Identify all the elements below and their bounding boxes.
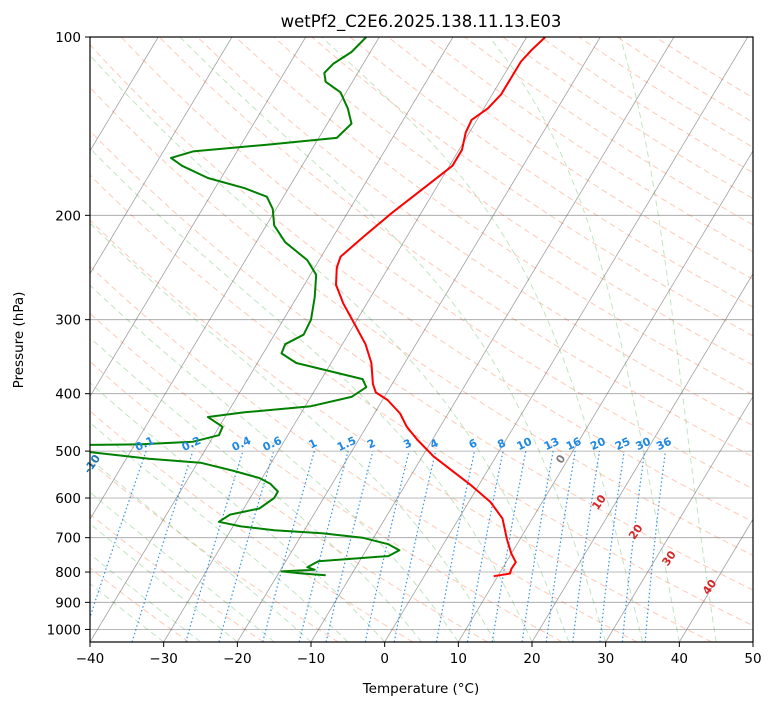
y-axis-label: Pressure (hPa) [11,292,27,389]
x-tick-label: −40 [76,651,105,667]
y-tick-label: 800 [55,565,81,581]
y-tick-label: 700 [55,531,81,547]
y-tick-label: 200 [55,208,81,224]
x-tick-label: 40 [671,651,688,667]
x-tick-label: 0 [380,651,389,667]
x-tick-label: −20 [223,651,252,667]
x-axis-label: Temperature (°C) [362,681,480,697]
y-tick-label: 100 [55,30,81,46]
y-tick-label: 600 [55,491,81,507]
y-tick-label: 1000 [47,622,81,638]
x-tick-label: −30 [149,651,178,667]
x-tick-label: 10 [450,651,467,667]
x-tick-label: 20 [523,651,540,667]
y-tick-label: 400 [55,387,81,403]
y-tick-label: 300 [55,313,81,329]
x-tick-label: 50 [744,651,761,667]
x-tick-label: −10 [297,651,326,667]
y-tick-label: 900 [55,595,81,611]
x-tick-label: 30 [597,651,614,667]
y-tick-label: 500 [55,444,81,460]
chart-title: wetPf2_C2E6.2025.138.11.13.E03 [281,12,562,32]
